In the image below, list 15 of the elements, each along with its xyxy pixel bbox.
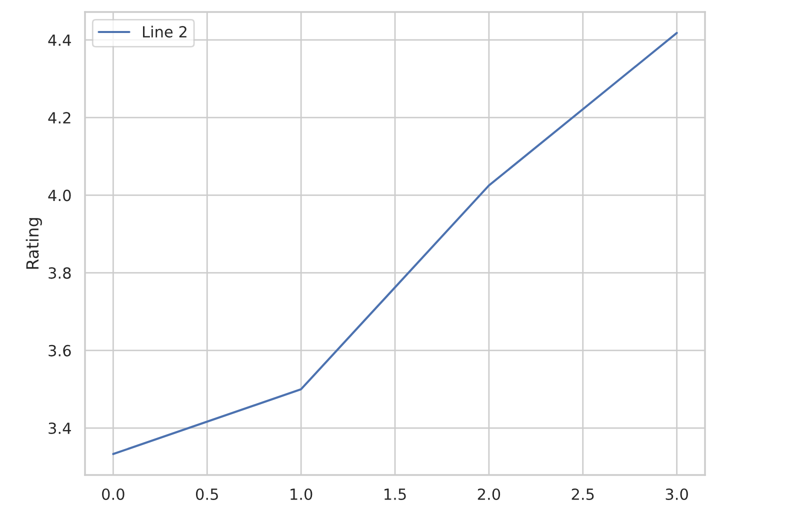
legend-label: Line 2 xyxy=(143,26,186,38)
y-tick-label: 3.6 xyxy=(48,344,71,356)
x-tick-label: 2.5 xyxy=(572,488,594,500)
x-tick-label: 1.5 xyxy=(384,488,406,500)
x-tick-label: 2.0 xyxy=(478,488,500,500)
y-tick-label: 4.4 xyxy=(48,34,71,46)
y-tick-label: 3.8 xyxy=(48,267,71,279)
x-tick-label: 0.0 xyxy=(102,488,124,500)
y-tick-label: 4.0 xyxy=(48,190,71,202)
x-tick-label: 3.0 xyxy=(666,488,688,500)
y-axis-title: Rating xyxy=(26,218,42,269)
y-tick-label: 4.2 xyxy=(48,112,70,124)
y-tick-label: 3.4 xyxy=(48,422,71,434)
x-tick-label: 1.0 xyxy=(290,488,312,500)
x-tick-label: 0.5 xyxy=(196,488,218,500)
